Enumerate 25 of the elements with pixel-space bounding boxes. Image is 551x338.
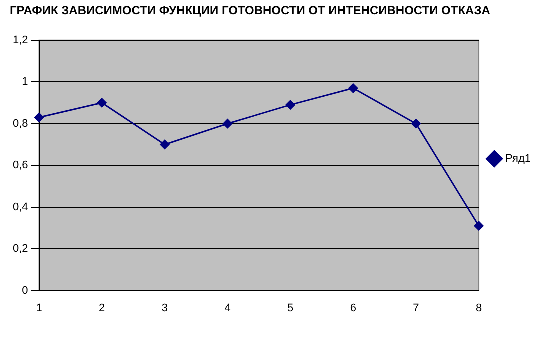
- x-tick-label: 2: [99, 302, 106, 314]
- point: [160, 140, 170, 150]
- y-tick-label: 1,2: [12, 34, 28, 46]
- x-tick-label: 7: [413, 302, 420, 314]
- legend-label: Ряд1: [506, 153, 532, 166]
- point: [34, 112, 44, 122]
- point: [286, 100, 296, 110]
- chart-title: ГРАФИК ЗАВИСИМОСТИ ФУНКЦИИ ГОТОВНОСТИ ОТ ИНТЕНСИВНОСТИ ОТКАЗА: [10, 4, 491, 18]
- y-tick-label: 0: [22, 284, 28, 297]
- y-tick-label: 0,2: [12, 243, 28, 256]
- y-tick-label: 0,8: [12, 118, 28, 130]
- x-tick-label: 5: [288, 302, 294, 314]
- point: [348, 84, 358, 94]
- point: [411, 119, 421, 129]
- x-tick-label: 6: [350, 302, 356, 314]
- point: [223, 119, 233, 129]
- point: [97, 98, 107, 108]
- x-tick-label: 1: [36, 302, 42, 314]
- point: [474, 221, 484, 231]
- y-tick-label: 0,4: [12, 201, 28, 214]
- y-tick-label: 0,6: [12, 160, 28, 172]
- x-tick-label: 8: [476, 302, 482, 314]
- y-tick-label: 1: [22, 76, 28, 88]
- x-tick-label: 4: [224, 302, 231, 314]
- x-tick-label: 3: [162, 302, 168, 314]
